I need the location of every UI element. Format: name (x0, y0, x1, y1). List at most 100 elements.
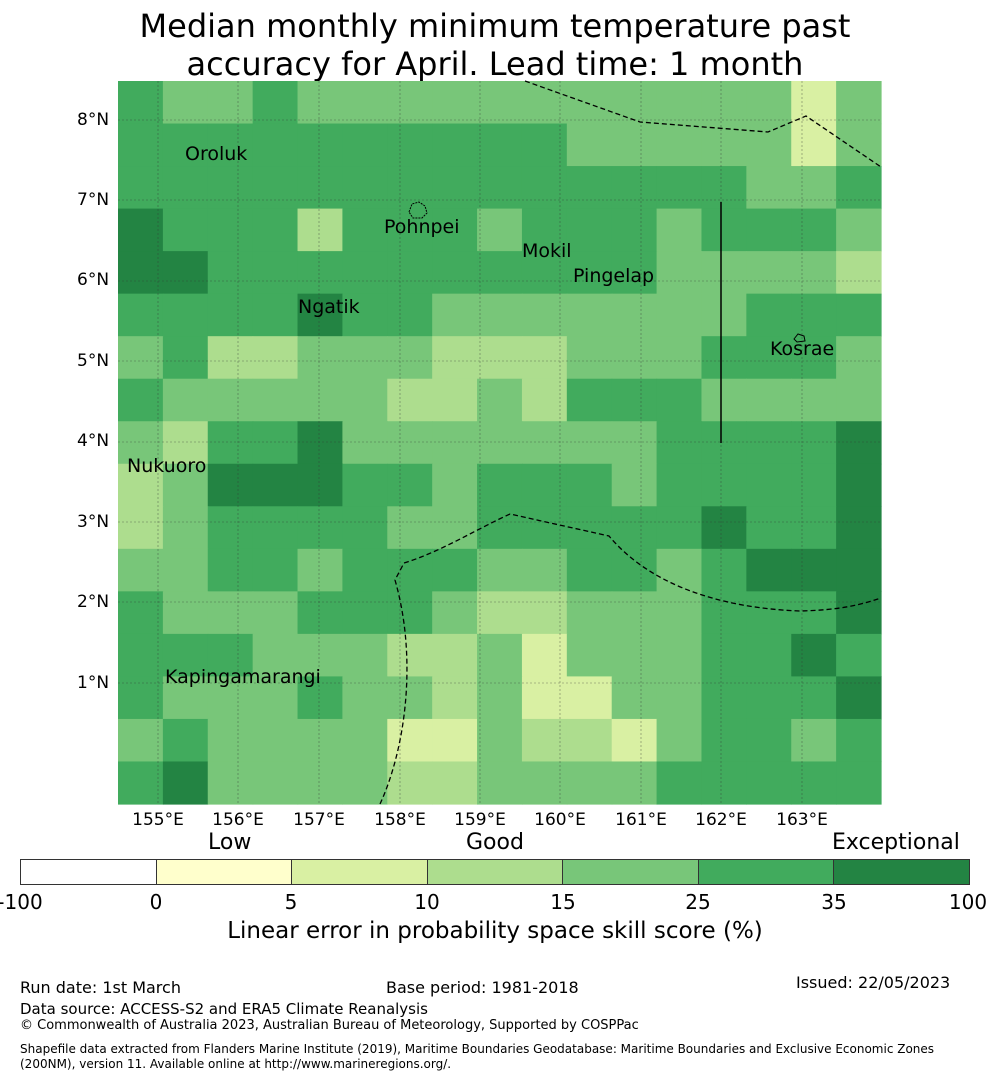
grid-cell (432, 166, 478, 210)
copyright: © Commonwealth of Australia 2023, Austra… (20, 1018, 639, 1033)
grid-cell (342, 506, 388, 550)
grid-cell (836, 591, 882, 635)
grid-cell (252, 208, 299, 252)
grid-cell (252, 718, 299, 763)
grid-cell (566, 293, 613, 337)
grid-cell (207, 421, 254, 465)
grid-cell (566, 591, 613, 635)
grid-cell (342, 676, 388, 720)
grid-cell (746, 251, 792, 295)
grid-cell (297, 293, 344, 337)
grid-cell (656, 591, 703, 635)
grid-cell (297, 591, 344, 635)
grid-cell (297, 506, 344, 550)
grid-cell (342, 378, 388, 422)
grid-cell (342, 591, 388, 635)
grid-cell (477, 761, 523, 805)
grid-cell (611, 378, 658, 422)
grid-cell (477, 676, 523, 720)
colorbar-tick: -100 (0, 890, 43, 914)
grid-cell (118, 123, 164, 167)
grid-cell (297, 81, 344, 125)
grid-cell (297, 548, 344, 592)
lon-label-160e: 160°E (534, 810, 586, 830)
grid-cell (387, 506, 433, 550)
place-label-nukuoro: Nukuoro (127, 455, 207, 477)
grid-cell (701, 761, 747, 805)
grid-cell (118, 251, 164, 295)
place-label-pohnpei: Pohnpei (384, 216, 460, 238)
grid-cell (791, 421, 837, 465)
grid-cell (611, 208, 658, 252)
grid-cell (297, 676, 344, 720)
grid-cell (746, 463, 792, 507)
lat-label-3n: 3°N (77, 512, 110, 532)
grid-cell (836, 633, 882, 678)
pohnpei-island (408, 201, 428, 219)
grid-cell (836, 123, 882, 167)
grid-cell (521, 718, 568, 763)
place-label-oroluk: Oroluk (185, 143, 248, 165)
grid-cell (387, 208, 433, 252)
grid-cell (118, 506, 164, 550)
grid-cell (701, 251, 747, 295)
grid-cell (746, 591, 792, 635)
grid-cell (432, 123, 478, 167)
eez-boundary-north (524, 80, 882, 168)
grid-cell (746, 336, 792, 380)
grid-cell (836, 506, 882, 550)
grid-cell (118, 81, 164, 125)
grid-cell (566, 633, 613, 678)
grid-cell (611, 463, 658, 507)
grid-cell (162, 761, 209, 805)
grid-cell (118, 676, 164, 720)
colorbar-segment (563, 860, 699, 884)
grid-cell (566, 208, 613, 252)
lat-label-4n: 4°N (77, 431, 110, 451)
grid-cell (566, 676, 613, 720)
grid-cell (836, 166, 882, 210)
grid-cell (656, 208, 703, 252)
grid-cell (252, 336, 299, 380)
grid-cell (746, 421, 792, 465)
grid-cell (118, 166, 164, 210)
grid-cell (746, 81, 792, 125)
grid-cell (701, 463, 747, 507)
colorbar-tick: 35 (821, 890, 847, 914)
grid-cell (566, 81, 613, 125)
place-label-mokil: Mokil (522, 240, 572, 262)
colorbar-segment (834, 860, 970, 884)
skill-grid (118, 81, 882, 805)
grid-cell (342, 718, 388, 763)
grid-cell (477, 293, 523, 337)
grid-cell (118, 293, 164, 337)
run-date: Run date: 1st March (20, 978, 181, 997)
grid-cell (701, 81, 747, 125)
grid-cell (791, 548, 837, 592)
grid-cell (566, 251, 613, 295)
grid-cell (791, 123, 837, 167)
grid-cell (746, 506, 792, 550)
grid-cell (566, 548, 613, 592)
grid-cell (162, 378, 209, 422)
grid-cell (387, 378, 433, 422)
lon-label-157e: 157°E (293, 810, 345, 830)
grid-cell (162, 336, 209, 380)
grid-cell (207, 123, 254, 167)
grid-cell (207, 463, 254, 507)
grid-cell (118, 718, 164, 763)
grid-cell (746, 123, 792, 167)
grid-cell (207, 81, 254, 125)
grid-cell (387, 251, 433, 295)
grid-cell (252, 676, 299, 720)
grid-cell (746, 633, 792, 678)
category-good: Good (466, 830, 524, 855)
grid-cell (162, 591, 209, 635)
grid-cell (701, 166, 747, 210)
grid-cell (387, 336, 433, 380)
grid-cell (342, 208, 388, 252)
grid-cell (118, 633, 164, 678)
grid-cell (252, 548, 299, 592)
lon-label-163e: 163°E (776, 810, 828, 830)
lat-label-8n: 8°N (77, 110, 110, 130)
